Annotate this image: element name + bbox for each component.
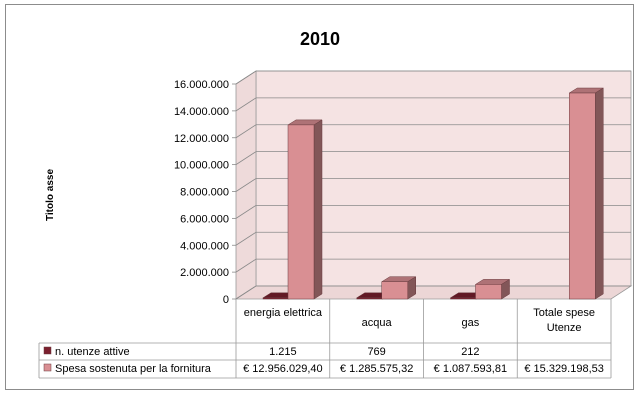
gridline xyxy=(235,204,631,219)
chart-title: 2010 xyxy=(300,29,340,49)
y-axis-label: Titolo asse xyxy=(45,169,56,221)
bar-utenze-1 xyxy=(356,297,383,300)
gridline xyxy=(235,97,631,112)
data-label-0-1: 769 xyxy=(367,346,385,358)
bar-spesa-1 xyxy=(381,281,408,300)
gridline xyxy=(235,231,631,246)
gridline xyxy=(235,258,631,273)
legend-label-0: n. utenze attive xyxy=(55,346,130,358)
gridline xyxy=(235,124,631,139)
data-label-0-2: 212 xyxy=(461,346,479,358)
bar-side xyxy=(313,119,323,300)
data-label-1-3: € 15.329.198,53 xyxy=(524,363,604,375)
bar-utenze-0 xyxy=(262,297,290,300)
data-label-0-0: 1.215 xyxy=(269,346,297,358)
data-label-1-1: € 1.285.575,32 xyxy=(340,363,413,375)
bar-side xyxy=(595,87,604,300)
legend-swatch-0 xyxy=(43,346,52,355)
y-tick-label: 12.000.000 xyxy=(174,133,229,145)
bar-spesa-0 xyxy=(287,124,315,300)
y-tick-label: 8.000.000 xyxy=(180,187,229,199)
data-label-1-2: € 1.087.593,81 xyxy=(434,363,507,375)
bar-spesa-3 xyxy=(569,92,596,300)
gridline xyxy=(235,178,631,192)
data-label-1-0: € 12.956.029,40 xyxy=(243,363,323,375)
y-tick-label: 10.000.000 xyxy=(174,160,229,172)
legend-swatch-1 xyxy=(43,363,52,372)
bar-utenze-2 xyxy=(450,297,477,300)
chart-frame: 0 2.000.000 4.000.000 6.000.000 8.000.000 10.… xyxy=(5,4,634,390)
category-label-2: gas xyxy=(462,317,480,329)
y-tick-label: 6.000.000 xyxy=(180,213,229,225)
gridline xyxy=(235,70,631,85)
bar-spesa-2 xyxy=(475,284,502,300)
y-tick-label: 16.000.000 xyxy=(174,79,229,91)
chart-canvas: 0 2.000.000 4.000.000 6.000.000 8.000.000 10.… xyxy=(38,29,633,379)
gridline xyxy=(235,151,631,165)
y-tick-label: 2.000.000 xyxy=(180,267,229,279)
y-tick-label: 14.000.000 xyxy=(174,106,229,118)
y-tick-label: 0 xyxy=(223,294,229,306)
y-tick-label: 4.000.000 xyxy=(180,240,229,252)
category-label-1: acqua xyxy=(362,317,393,329)
category-label-3: Totale spese Utenze xyxy=(533,307,595,334)
category-label-0: energia elettrica xyxy=(244,307,323,319)
legend-label-1: Spesa sostenuta per la fornitura xyxy=(55,363,212,375)
